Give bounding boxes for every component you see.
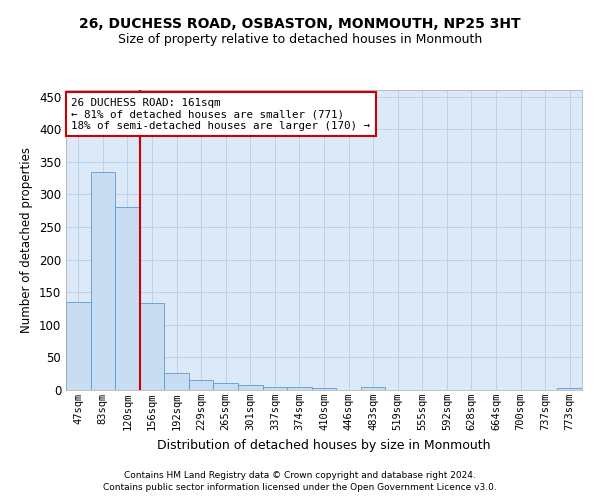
Bar [189,380,214,390]
Bar [361,388,385,390]
Text: Size of property relative to detached houses in Monmouth: Size of property relative to detached ho… [118,32,482,46]
Bar [214,383,238,390]
Text: Contains public sector information licensed under the Open Government Licence v3: Contains public sector information licen… [103,484,497,492]
Bar [263,386,287,390]
Bar [66,302,91,390]
Bar [312,388,336,390]
Text: 26 DUCHESS ROAD: 161sqm
← 81% of detached houses are smaller (771)
18% of semi-d: 26 DUCHESS ROAD: 161sqm ← 81% of detache… [71,98,370,130]
Y-axis label: Number of detached properties: Number of detached properties [20,147,34,333]
Bar [164,373,189,390]
Text: Contains HM Land Registry data © Crown copyright and database right 2024.: Contains HM Land Registry data © Crown c… [124,471,476,480]
Bar [557,388,582,390]
Bar [287,388,312,390]
Bar [115,206,140,390]
Text: 26, DUCHESS ROAD, OSBASTON, MONMOUTH, NP25 3HT: 26, DUCHESS ROAD, OSBASTON, MONMOUTH, NP… [79,18,521,32]
Bar [238,386,263,390]
Bar [91,172,115,390]
Bar [140,304,164,390]
X-axis label: Distribution of detached houses by size in Monmouth: Distribution of detached houses by size … [157,438,491,452]
